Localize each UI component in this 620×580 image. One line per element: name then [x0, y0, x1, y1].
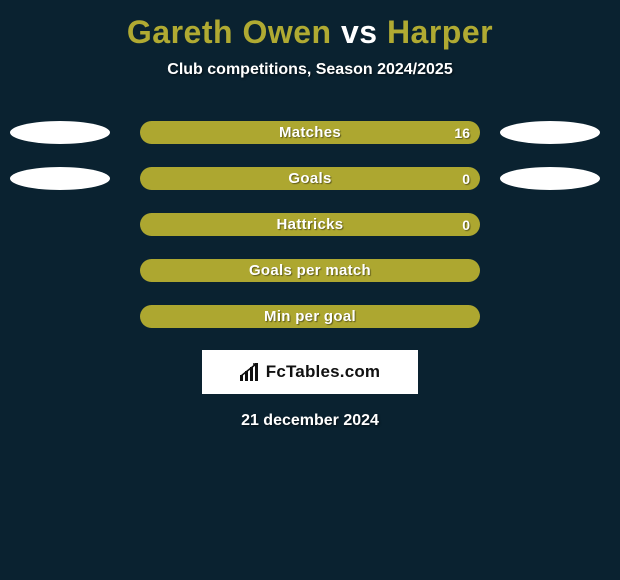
stat-bar: Goals per match — [140, 259, 480, 282]
page-title: Gareth Owen vs Harper — [0, 0, 620, 51]
stat-row: Matches 16 — [0, 121, 620, 144]
stat-bar: Goals 0 — [140, 167, 480, 190]
player-b-value: 16 — [454, 125, 470, 141]
player-b-value: 0 — [462, 217, 470, 233]
stat-bar: Hattricks 0 — [140, 213, 480, 236]
player-a-bubble — [10, 121, 110, 144]
signal-bars-icon — [240, 363, 262, 381]
metric-label: Goals per match — [249, 262, 371, 279]
player-b-value: 0 — [462, 171, 470, 187]
metric-label: Goals — [288, 170, 331, 187]
snapshot-date: 21 december 2024 — [0, 412, 620, 430]
player-a-name: Gareth Owen — [127, 14, 332, 50]
stat-bar: Min per goal — [140, 305, 480, 328]
stat-bar: Matches 16 — [140, 121, 480, 144]
stat-row: Hattricks 0 — [0, 213, 620, 236]
player-b-bubble — [500, 167, 600, 190]
subtitle: Club competitions, Season 2024/2025 — [0, 61, 620, 79]
brand-text: FcTables.com — [266, 362, 381, 382]
metric-label: Min per goal — [264, 308, 356, 325]
vs-text: vs — [341, 14, 378, 50]
player-b-bubble — [500, 121, 600, 144]
comparison-rows: Matches 16 Goals 0 Hattricks 0 Goals per match… — [0, 121, 620, 328]
player-a-bubble — [10, 167, 110, 190]
metric-label: Matches — [279, 124, 341, 141]
stat-row: Goals 0 — [0, 167, 620, 190]
player-b-name: Harper — [387, 14, 493, 50]
stat-row: Goals per match — [0, 259, 620, 282]
stat-row: Min per goal — [0, 305, 620, 328]
brand-box: FcTables.com — [202, 350, 418, 394]
metric-label: Hattricks — [277, 216, 344, 233]
